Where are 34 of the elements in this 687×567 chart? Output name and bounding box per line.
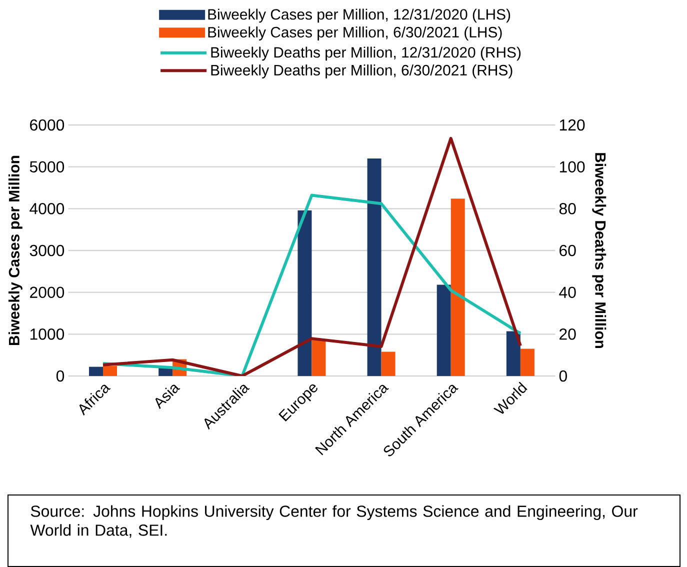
bar <box>367 158 382 376</box>
bar <box>381 352 396 376</box>
y-tick-label: 5000 <box>30 161 64 172</box>
bar <box>450 198 465 376</box>
y2-tick-label: 100 <box>560 161 585 172</box>
bar <box>298 210 312 376</box>
y-tick-label: 1000 <box>30 328 64 340</box>
x-tick-label: Asia <box>155 384 180 410</box>
y2-tick-label: 20 <box>560 328 576 340</box>
line-series <box>102 136 522 376</box>
bar <box>506 331 520 376</box>
y-tick-label: 0 <box>56 370 64 382</box>
bar <box>436 284 451 376</box>
y2-tick-label: 80 <box>559 203 576 214</box>
bar <box>520 348 534 376</box>
y2-axis-title: Biweekly Deaths per Million <box>592 153 606 348</box>
legend-label: Biweekly Cases per Million, 6/30/2021 (LHS) <box>208 26 502 40</box>
y2-tick-label: 0 <box>559 370 567 382</box>
bar <box>103 366 117 376</box>
legend-label: Biweekly Deaths per Million, 6/30/2021 (RHS) <box>211 64 512 78</box>
y-tick-label: 4000 <box>30 203 64 214</box>
y-tick-label: 2000 <box>30 286 64 298</box>
y2-tick-label: 120 <box>560 119 585 131</box>
y-axis-title: Biweekly Cases per Million <box>8 156 22 346</box>
line-series <box>102 194 522 376</box>
legend-label: Biweekly Deaths per Million, 12/31/2020 (RHS) <box>211 46 521 61</box>
source-note: Source: Johns Hopkins University Center for Systems Science and Engineering, Our World in Data, SEI. <box>30 505 638 538</box>
bar <box>312 340 326 376</box>
bar <box>89 366 103 376</box>
legend-label: Biweekly Cases per Million, 12/31/2020 (LHS) <box>208 8 510 23</box>
y-tick-label: 6000 <box>30 119 64 131</box>
y-tick-label: 3000 <box>30 244 64 256</box>
y2-tick-label: 40 <box>559 286 576 298</box>
y2-tick-label: 60 <box>560 244 576 256</box>
